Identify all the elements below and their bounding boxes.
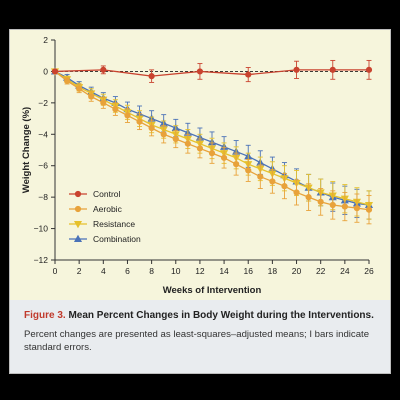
x-tick-label: 12 (195, 266, 205, 276)
x-tick-label: 18 (268, 266, 278, 276)
legend-aerobic-marker (74, 205, 82, 213)
caption-title: Figure 3. Mean Percent Changes in Body W… (24, 310, 384, 322)
aerobic-point (148, 124, 155, 132)
control-point (196, 68, 204, 75)
control-point (293, 66, 300, 73)
figure-label: Figure 3. (24, 310, 66, 321)
aerobic-point (269, 178, 276, 185)
caption-area: Figure 3. Mean Percent Changes in Body W… (10, 300, 390, 373)
aerobic-point (76, 85, 83, 92)
x-tick-label: 2 (77, 266, 82, 276)
x-tick-label: 20 (292, 266, 302, 276)
legend-control-marker (74, 190, 82, 198)
y-tick-label: −12 (34, 255, 49, 265)
aerobic-point (220, 154, 228, 161)
legend: Control Aerobic Resistance Combination (69, 189, 141, 244)
aerobic-point (172, 135, 179, 143)
aerobic-point (196, 145, 204, 152)
control-point (51, 68, 59, 75)
series-control (51, 59, 373, 83)
y-tick-label: −4 (38, 129, 48, 139)
x-tick-label: 10 (171, 266, 181, 276)
caption-body: Percent changes are presented as least-s… (24, 329, 370, 353)
y-tick-label: 2 (43, 35, 48, 45)
series-aerobic (51, 68, 373, 225)
aerobic-point (317, 198, 324, 205)
legend-control-label: Control (93, 189, 121, 199)
aerobic-point (63, 77, 71, 84)
x-tick-label: 4 (101, 266, 106, 276)
aerobic-point (208, 150, 216, 157)
aerobic-point (329, 201, 336, 209)
x-tick-label: 22 (316, 266, 326, 276)
control-point (148, 73, 155, 80)
aerobic-point (353, 205, 361, 212)
control-point (245, 71, 252, 78)
aerobic-point (293, 189, 300, 196)
aerobic-point (184, 140, 191, 147)
y-tick-label: −10 (34, 224, 49, 234)
aerobic-point (245, 167, 252, 174)
legend-combination-label: Combination (93, 234, 141, 244)
x-tick-label: 24 (340, 266, 350, 276)
aerobic-point (88, 93, 95, 100)
y-tick-label: −2 (38, 98, 48, 108)
y-tick-label: 0 (43, 66, 48, 76)
aerobic-point (124, 112, 131, 119)
aerobic-point (112, 106, 119, 113)
aerobic-point (160, 131, 167, 138)
control-point (100, 66, 107, 73)
legend-combination-marker (73, 234, 83, 243)
y-axis-label: Weight Change (%) (21, 107, 32, 193)
aerobic-point (136, 118, 143, 125)
aerobic-point (281, 183, 288, 190)
weight-change-chart: 20−2−4−6−8−10−120 2 4 6 8 10 12 14 16 18 20 22 24 26W… (21, 35, 374, 296)
x-tick-label: 0 (53, 266, 58, 276)
figure-frame: 2 0 −2 −4 −6 −8 −10 −12 0 2 4 6 8 10 12 14 16 18 20 22 24 26 W… (9, 29, 391, 374)
y-tick-label: −8 (38, 192, 48, 202)
control-point (329, 66, 336, 73)
aerobic-point (305, 194, 312, 201)
aerobic-point (100, 99, 107, 106)
x-tick-label: 26 (364, 266, 374, 276)
aerobic-point (257, 173, 264, 180)
aerobic-point (341, 203, 348, 210)
x-tick-label: 8 (149, 266, 154, 276)
x-axis-label: Weeks of Intervention (163, 285, 262, 296)
legend-aerobic-label: Aerobic (93, 204, 123, 214)
legend-resistance-label: Resistance (93, 219, 135, 229)
x-tick-label: 6 (125, 266, 130, 276)
legend-resistance-marker (73, 220, 83, 229)
x-tick-label: 14 (219, 266, 229, 276)
x-tick-label: 16 (243, 266, 253, 276)
control-line (54, 69, 369, 77)
aerobic-point (365, 206, 373, 213)
figure-title: Mean Percent Changes in Body Weight duri… (68, 310, 374, 321)
y-tick-label: −6 (38, 161, 48, 171)
control-point (365, 66, 373, 73)
aerobic-point (233, 161, 240, 168)
